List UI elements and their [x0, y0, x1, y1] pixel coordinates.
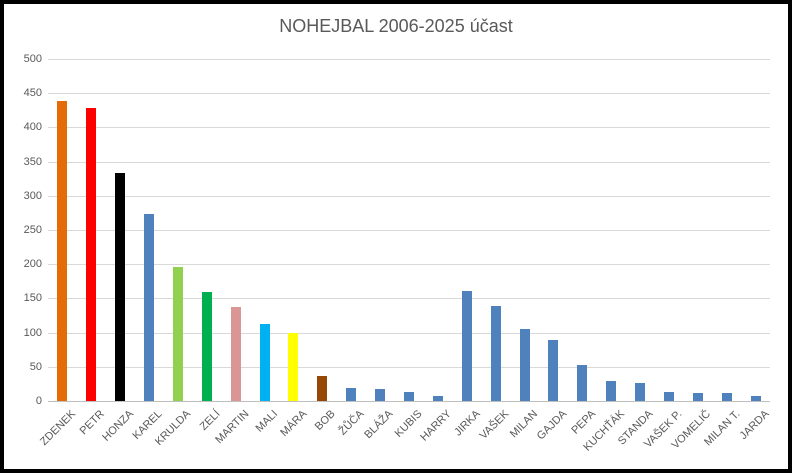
- x-category-label: ZDENEK: [37, 408, 78, 449]
- bar-zdenek: [57, 101, 68, 401]
- bar-kubis: [404, 392, 414, 401]
- x-category-label: MÁRA: [278, 408, 309, 439]
- bar-jirka: [461, 290, 472, 401]
- y-tick-label: 150: [23, 292, 42, 305]
- x-category-label: MILAN: [507, 408, 541, 441]
- bar-martin: [230, 306, 241, 401]
- gridline: [48, 230, 770, 231]
- y-tick-label: 0: [35, 395, 42, 407]
- gridline: [48, 161, 770, 163]
- bar-va-ek: [490, 305, 501, 401]
- gridline: [48, 332, 770, 334]
- x-category-label: GAJDA: [534, 408, 569, 443]
- bar-va-ek-p-: [663, 392, 674, 401]
- x-category-label: ZELÍ: [197, 408, 223, 433]
- bar-jarda: [750, 395, 761, 401]
- x-category-label: BLÁŽA: [362, 408, 396, 442]
- gridline: [48, 127, 770, 129]
- bar-gajda: [548, 340, 559, 401]
- y-tick-label: 100: [23, 326, 42, 339]
- gridline: [48, 59, 770, 60]
- chart-title: NOHEJBAL 2006-2025 účast: [279, 16, 513, 36]
- bar-mali: [259, 323, 270, 401]
- bar-milan-t-: [721, 393, 732, 401]
- bar-honza: [115, 173, 126, 401]
- gridline: [48, 93, 770, 95]
- bar-bl-a: [375, 388, 386, 401]
- gridline: [48, 366, 770, 368]
- bar-bob: [317, 375, 328, 401]
- x-category-label: MALI: [253, 408, 281, 435]
- y-tick-label: 300: [23, 189, 42, 202]
- bar-standa: [635, 383, 646, 401]
- y-tick-label: 50: [29, 360, 42, 373]
- y-tick-label: 400: [23, 121, 42, 134]
- bar-petr: [86, 108, 97, 401]
- gridline: [48, 264, 770, 266]
- x-category-label: VAŠEK: [477, 408, 512, 442]
- plot-area: [48, 59, 770, 402]
- bar--a: [346, 388, 357, 401]
- x-category-label: JARDA: [737, 408, 772, 442]
- bar-milan: [519, 328, 530, 401]
- bar-kuch-k: [606, 381, 617, 401]
- y-tick-label: 450: [23, 87, 42, 100]
- bar-m-ra: [288, 332, 299, 401]
- y-tick-label: 500: [23, 53, 42, 65]
- bar-harry: [432, 396, 443, 401]
- gridline: [48, 298, 770, 300]
- x-axis-line: [48, 401, 770, 402]
- x-category-label: HARRY: [417, 408, 454, 444]
- x-category-label: HONZA: [99, 408, 136, 444]
- x-category-label: BOB: [312, 408, 338, 433]
- gridline: [48, 195, 770, 197]
- y-tick-label: 350: [23, 155, 42, 168]
- y-tick-label: 250: [23, 224, 42, 236]
- bar-karel: [144, 214, 155, 401]
- bar-zel-: [201, 292, 212, 401]
- bar-krulda: [172, 266, 183, 401]
- y-tick-label: 200: [23, 258, 42, 271]
- bar-vomeli-: [692, 393, 703, 401]
- bar-pepa: [577, 365, 588, 401]
